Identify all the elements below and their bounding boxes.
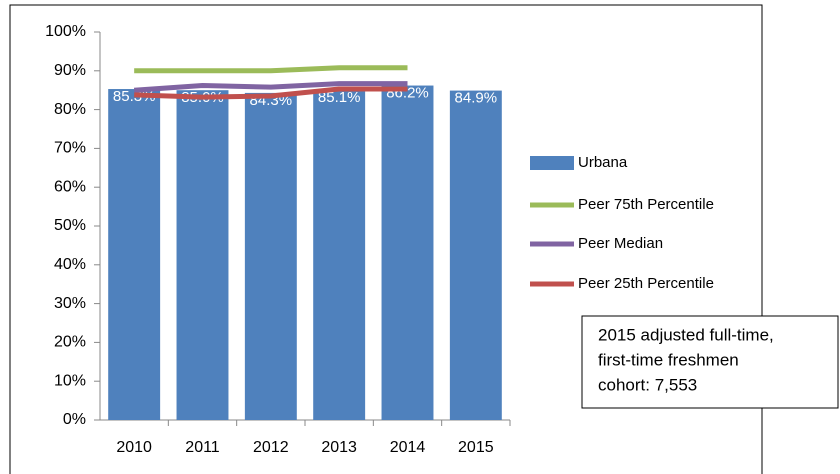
x-tick-label: 2015 xyxy=(458,439,494,456)
line xyxy=(134,86,408,100)
y-tick-label: 80% xyxy=(54,101,86,118)
legend-swatch xyxy=(530,156,574,170)
legend-label: Urbana xyxy=(578,154,628,171)
x-tick-label: 2012 xyxy=(253,439,289,456)
annotation: cohort: 7,553 xyxy=(598,375,697,394)
y-tick-label: 100% xyxy=(45,23,86,40)
x-tick-label: 2014 xyxy=(390,439,426,456)
bar xyxy=(313,89,366,420)
line xyxy=(134,65,408,74)
legend-label: Peer Median xyxy=(578,235,663,252)
x-tick-label: 2010 xyxy=(116,439,152,456)
y-tick-label: 30% xyxy=(54,295,86,312)
y-tick-label: 40% xyxy=(54,256,86,273)
value-label: 85.1% xyxy=(318,89,361,106)
bar xyxy=(449,90,502,420)
legend-label: Peer 75th Percentile xyxy=(578,196,714,213)
annotation-box xyxy=(581,315,839,409)
bar xyxy=(244,92,297,420)
y-tick-label: 0% xyxy=(63,411,86,428)
y-tick-label: 70% xyxy=(54,140,86,157)
bar xyxy=(108,89,161,420)
legend-label: Peer 25th Percentile xyxy=(578,275,714,292)
y-tick-label: 50% xyxy=(54,217,86,234)
y-tick-label: 10% xyxy=(54,372,86,389)
value-label: 84.9% xyxy=(455,90,498,107)
x-tick-label: 2011 xyxy=(185,439,220,456)
chart-frame xyxy=(9,4,763,474)
annotation: first-time freshmen xyxy=(598,350,739,369)
line xyxy=(133,81,408,93)
bar xyxy=(381,85,434,420)
x-tick-label: 2013 xyxy=(321,439,357,456)
y-tick-label: 20% xyxy=(54,334,86,351)
y-tick-label: 90% xyxy=(54,62,86,79)
annotation: 2015 adjusted full-time, xyxy=(598,325,774,344)
y-tick-label: 60% xyxy=(54,178,86,195)
bar xyxy=(176,90,229,420)
